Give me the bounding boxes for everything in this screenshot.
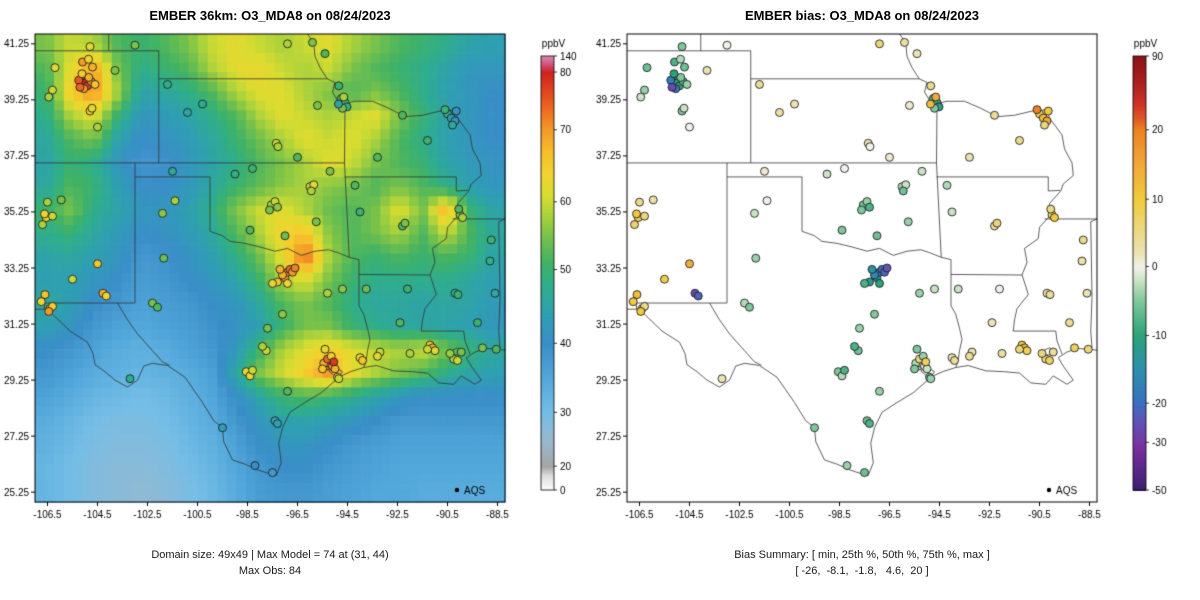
bias-map-canvas (592, 26, 1182, 546)
model-map-caption: Domain size: 49x49 | Max Model = 74 at (… (151, 549, 389, 561)
bias-map-caption: Bias Summary: [ min, 25th %, 50th %, 75t… (734, 549, 990, 561)
model-map-title: EMBER 36km: O3_MDA8 on 08/24/2023 (149, 8, 391, 23)
model-map-canvas (0, 26, 590, 546)
bias-map-subcaption: [ -26, -8.1, -1.8, 4.6, 20 ] (795, 565, 929, 577)
bias-panel: EMBER bias: O3_MDA8 on 08/24/2023 Bias S… (592, 0, 1192, 600)
bias-map-title: EMBER bias: O3_MDA8 on 08/24/2023 (744, 8, 980, 23)
model-map-subcaption: Max Obs: 84 (238, 565, 302, 577)
model-panel: EMBER 36km: O3_MDA8 on 08/24/2023 Domain… (0, 8, 590, 577)
